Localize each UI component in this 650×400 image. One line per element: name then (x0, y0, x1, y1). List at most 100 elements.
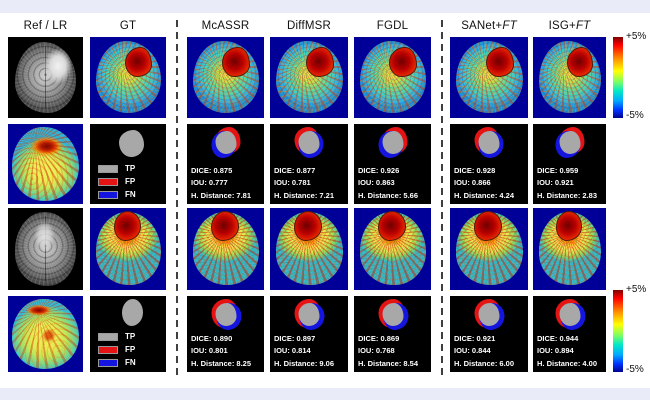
fn-label: FN (125, 358, 136, 367)
gt-mask-case2: TP FP FN (90, 296, 166, 372)
iou-value: IOU: 0.863 (358, 178, 395, 187)
sanet-label: SANet+ (461, 20, 503, 32)
dice-value: DICE: 0.875 (191, 165, 233, 175)
gt-mask-case1: TP FP FN (90, 124, 166, 204)
metrics-fgdl-case1: DICE: 0.926 IOU: 0.863 H. Distance: 5.66 (358, 165, 418, 203)
tp-color-chip (98, 164, 118, 173)
ref-lr-zoom-error-case2 (8, 296, 83, 372)
iou-value: IOU: 0.777 (191, 178, 228, 187)
seg-overlay (555, 127, 584, 158)
mcassr-error-map-case1 (187, 37, 264, 118)
fp-color-chip (98, 177, 118, 186)
bright-region (33, 220, 55, 251)
sanet-error-map-case2 (450, 208, 528, 290)
seg-overlay (378, 299, 408, 330)
segmentation-legend: TP FP FN (98, 162, 136, 201)
seg-overlay (211, 127, 240, 158)
seg-overlay (378, 127, 407, 158)
legend-row-fn: FN (98, 356, 136, 369)
iou-value: IOU: 0.768 (358, 346, 395, 355)
isg-label: ISG+ (548, 20, 576, 32)
tp-region (298, 131, 320, 154)
legend-row-tp: TP (98, 162, 136, 175)
tumor-error-region (377, 211, 406, 241)
tp-color-chip (98, 332, 118, 341)
dice-value: DICE: 0.897 (274, 333, 316, 343)
column-header-diffmsr: DiffMSR (287, 20, 331, 32)
diffmsr-seg-case1: DICE: 0.877 IOU: 0.781 H. Distance: 7.21 (270, 124, 348, 204)
tumor-error-region (305, 46, 334, 78)
dice-value: DICE: 0.890 (191, 333, 233, 343)
dice-value: DICE: 0.944 (537, 333, 579, 343)
metrics-mcassr-case1: DICE: 0.875 IOU: 0.777 H. Distance: 7.81 (191, 165, 251, 203)
isg-error-map-case2 (533, 208, 606, 290)
colorbar-max-label: +5% (626, 284, 647, 295)
tp-region (215, 131, 236, 154)
fgdl-error-map-case2 (354, 208, 431, 290)
diffmsr-error-map-case1 (270, 37, 348, 118)
iou-value: IOU: 0.921 (537, 178, 574, 187)
fp-label: FP (125, 177, 136, 186)
ref-lr-zoom-error-case1 (8, 124, 83, 204)
mcassr-seg-case1: DICE: 0.875 IOU: 0.777 H. Distance: 7.81 (187, 124, 264, 204)
iou-value: IOU: 0.801 (191, 346, 228, 355)
dice-value: DICE: 0.877 (274, 165, 316, 175)
metrics-sanet-case1: DICE: 0.928 IOU: 0.866 H. Distance: 4.24 (454, 165, 514, 203)
isg-seg-case1: DICE: 0.959 IOU: 0.921 H. Distance: 2.83 (533, 124, 606, 204)
fn-label: FN (125, 190, 136, 199)
fp-label: FP (125, 345, 136, 354)
page-band-top (0, 0, 650, 13)
seg-overlay (294, 299, 325, 330)
hdistance-value: H. Distance: 8.25 (191, 358, 252, 368)
tumor-error-region (389, 46, 418, 78)
isg-ft-italic: FT (575, 20, 591, 32)
iou-value: IOU: 0.844 (454, 346, 491, 355)
iou-value: IOU: 0.814 (274, 346, 311, 355)
hdistance-value: H. Distance: 2.83 (537, 190, 598, 200)
dice-value: DICE: 0.959 (537, 165, 579, 175)
seg-overlay (555, 299, 585, 330)
metrics-diffmsr-case2: DICE: 0.897 IOU: 0.814 H. Distance: 9.06 (274, 333, 334, 371)
seg-overlay (474, 299, 505, 330)
fn-color-chip (98, 358, 118, 367)
colorbar-max-label: +5% (626, 31, 647, 42)
seg-overlay (211, 299, 241, 330)
sanet-seg-case1: DICE: 0.928 IOU: 0.866 H. Distance: 4.24 (450, 124, 528, 204)
page-band-bottom (0, 388, 650, 400)
dice-value: DICE: 0.869 (358, 333, 400, 343)
tp-region (215, 303, 236, 326)
sanet-seg-case2: DICE: 0.921 IOU: 0.844 H. Distance: 6.00 (450, 296, 528, 372)
tumor-mask (118, 130, 144, 157)
tumor-bright-region (44, 48, 73, 84)
fgdl-seg-case1: DICE: 0.926 IOU: 0.863 H. Distance: 5.66 (354, 124, 431, 204)
zoomed-error-brain (12, 299, 79, 369)
legend-row-tp: TP (98, 330, 136, 343)
hdistance-value: H. Distance: 5.66 (358, 190, 419, 200)
tp-region (298, 303, 320, 326)
tp-region (559, 131, 580, 154)
dice-value: DICE: 0.928 (454, 165, 496, 175)
diffmsr-seg-case2: DICE: 0.897 IOU: 0.814 H. Distance: 9.06 (270, 296, 348, 372)
iou-value: IOU: 0.781 (274, 178, 311, 187)
mcassr-error-map-case2 (187, 208, 264, 290)
dice-value: DICE: 0.921 (454, 333, 496, 343)
ref-lr-mri-case1 (8, 37, 83, 118)
dice-value: DICE: 0.926 (358, 165, 400, 175)
mcassr-seg-case2: DICE: 0.890 IOU: 0.801 H. Distance: 8.25 (187, 296, 264, 372)
hdistance-value: H. Distance: 7.81 (191, 190, 252, 200)
tp-region (478, 303, 500, 326)
brain-mri-image (15, 42, 76, 113)
dashed-divider-right (441, 20, 443, 378)
sanet-ft-italic: FT (502, 20, 517, 32)
tumor-error-region (124, 46, 153, 78)
ref-lr-mri-case2 (8, 208, 83, 290)
fn-color-chip (98, 190, 118, 199)
colorbar-min-label: -5% (626, 364, 644, 375)
metrics-isg-case2: DICE: 0.944 IOU: 0.894 H. Distance: 4.00 (537, 333, 597, 371)
column-header-gt: GT (119, 20, 137, 32)
legend-row-fp: FP (98, 343, 136, 356)
hdistance-value: H. Distance: 7.21 (274, 190, 335, 200)
dashed-divider-left (176, 20, 178, 378)
hdistance-value: H. Distance: 4.24 (454, 190, 515, 200)
colorbar-min-label: -5% (626, 110, 644, 121)
